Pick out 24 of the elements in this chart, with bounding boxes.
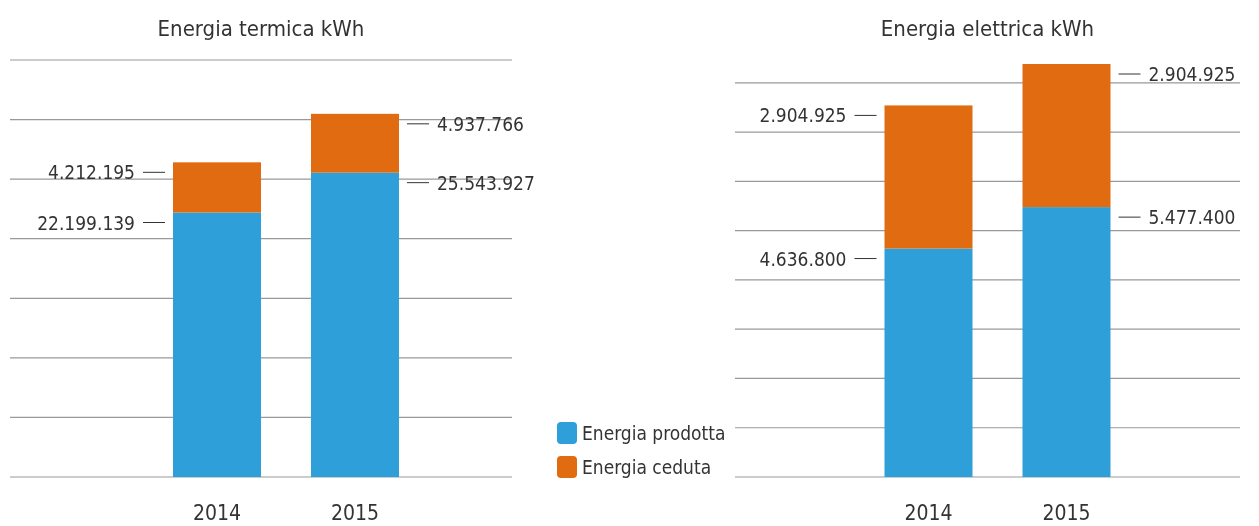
data-label: 4.212.195 [48,161,135,184]
bar [1022,207,1111,477]
chart-title: Energia termica kWh [157,16,365,41]
bar [884,105,973,249]
data-label: 5.477.400 [1148,206,1236,229]
legend-label: Energia ceduta [582,456,712,478]
data-label: 2.904.925 [759,104,847,127]
data-label: 25.543.927 [437,171,535,194]
chart-title: Energia elettrica kWh [880,16,1095,41]
x-tick-label: 2015 [330,501,380,525]
data-label: 4.636.800 [759,247,847,270]
data-label: 22.199.139 [37,211,135,234]
bar [173,162,261,213]
bar [1022,64,1111,208]
data-label: 2.904.925 [1148,63,1236,85]
x-tick-label: 2014 [192,501,242,525]
bar [311,172,399,477]
x-tick-label: 2014 [904,501,953,525]
legend-label: Energia prodotta [582,422,726,444]
x-tick-label: 2015 [1042,501,1091,525]
bar [173,212,261,477]
data-label: 4.937.766 [437,112,524,135]
bar [311,113,399,173]
bar [884,248,973,477]
